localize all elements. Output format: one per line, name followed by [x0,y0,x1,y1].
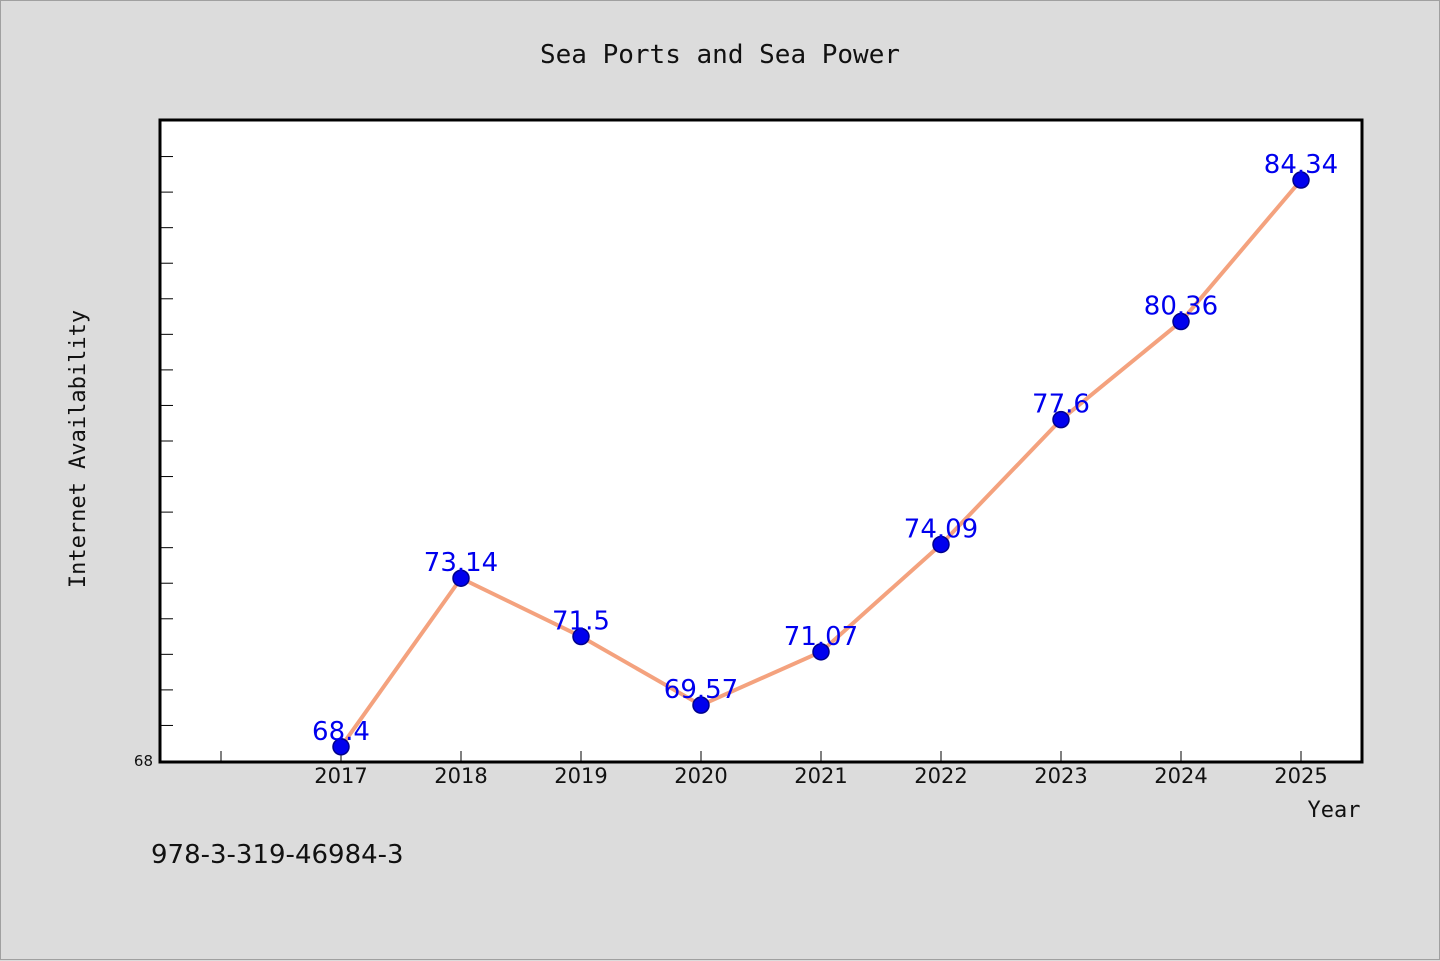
x-tick-label: 2023 [1034,764,1087,788]
data-label: 71.5 [552,607,610,637]
data-point [1292,171,1310,189]
data-point [1052,410,1070,429]
data-label: 73.14 [424,548,498,578]
x-tick-label: 2018 [434,764,487,788]
data-point [692,696,710,714]
y-axis-title: Internet Availability [66,310,91,588]
series-markers [332,171,1310,756]
data-label: 71.07 [784,622,858,652]
data-label: 84.34 [1264,150,1338,180]
data-point [812,643,830,661]
x-tick-label: 2019 [554,764,607,788]
x-tick-label: 2024 [1154,764,1207,788]
isbn-text: 978-3-319-46984-3 [151,840,404,870]
data-point [572,627,590,646]
data-label: 77.6 [1032,390,1090,420]
x-tick-label: 2021 [794,764,847,788]
data-point [332,738,350,756]
x-tick-label: 2020 [674,764,727,788]
x-axis-title: Year [1308,798,1361,823]
plot-area [158,118,1364,764]
x-tick-label: 2025 [1274,764,1327,788]
data-label: 80.36 [1144,292,1218,322]
x-tick-label: 2017 [314,764,367,788]
y-axis-ticks: 68 [134,120,173,770]
data-point [452,569,470,587]
data-label: 69.57 [664,675,738,705]
data-labels: 68.4 73.14 71.5 69.57 71.07 74.09 77.6 80.36 84.… [312,150,1338,747]
data-point [932,535,950,554]
data-label: 74.09 [904,514,978,544]
x-tick-label: 2022 [914,764,967,788]
data-point [1172,312,1190,331]
y-tick-label: 68 [134,752,153,770]
x-axis-ticks: 2017 2018 2019 2020 2021 2022 2023 2024 2025 [220,751,1328,788]
chart-title: Sea Ports and Sea Power [540,40,900,70]
data-label: 68.4 [312,717,370,747]
